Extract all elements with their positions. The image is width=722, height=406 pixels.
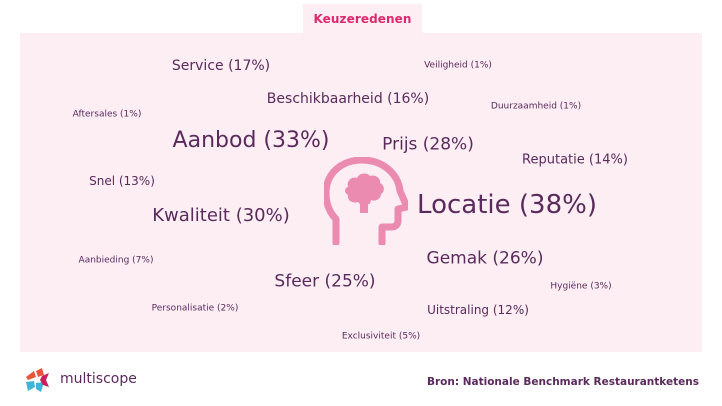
word-uitstraling: Uitstraling (12%)	[427, 303, 529, 317]
word-snel: Snel (13%)	[89, 174, 155, 188]
word-kwaliteit: Kwaliteit (30%)	[152, 205, 290, 226]
word-exclusiviteit: Exclusiviteit (5%)	[341, 331, 421, 342]
word-locatie: Locatie (38%)	[417, 190, 597, 220]
source-note: Bron: Nationale Benchmark Restaurantkete…	[427, 376, 699, 388]
multiscope-logo-icon	[26, 368, 49, 392]
word-prijs: Prijs (28%)	[382, 134, 474, 155]
title-tab: Keuzeredenen	[303, 4, 422, 33]
word-beschikbaarheid: Beschikbaarheid (16%)	[266, 91, 430, 107]
word-service: Service (17%)	[171, 58, 271, 74]
word-reputatie: Reputatie (14%)	[522, 152, 628, 168]
word-hygiëne: Hygiëne (3%)	[550, 281, 612, 292]
head-brain-icon	[324, 157, 408, 245]
word-aanbieding: Aanbieding (7%)	[78, 255, 154, 266]
word-sfeer: Sfeer (25%)	[274, 271, 376, 292]
word-aftersales: Aftersales (1%)	[72, 109, 142, 120]
word-veiligheid: Veiligheid (1%)	[424, 60, 492, 71]
multiscope-logo-text: multiscope	[60, 371, 137, 387]
word-aanbod: Aanbod (33%)	[172, 128, 330, 153]
word-personalisatie: Personalisatie (2%)	[151, 303, 239, 314]
word-duurzaamheid: Duurzaamheid (1%)	[490, 101, 582, 112]
word-gemak: Gemak (26%)	[426, 248, 544, 269]
